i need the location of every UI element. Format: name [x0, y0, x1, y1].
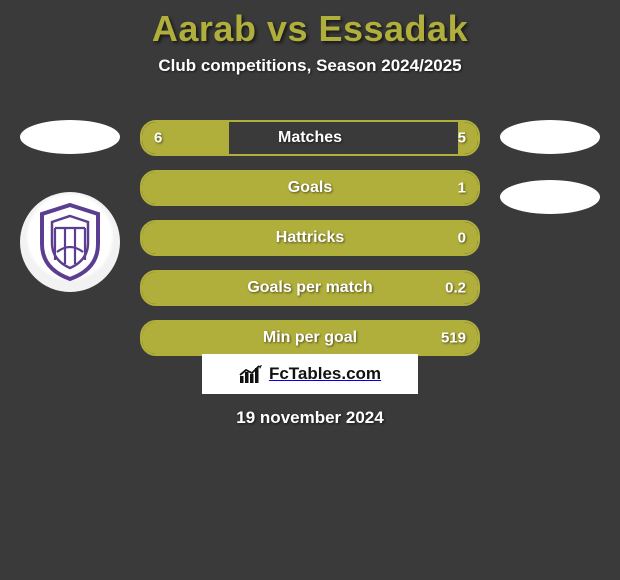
player-avatar-placeholder-left	[20, 120, 120, 154]
right-avatar-column	[500, 120, 600, 214]
club-logo-left	[20, 192, 120, 292]
bar-chart-trend-icon	[239, 364, 263, 384]
bar-label: Goals per match	[247, 279, 372, 297]
bar-value-left: 6	[154, 130, 162, 147]
page-title: Aarab vs Essadak	[0, 0, 620, 50]
stat-bar: Goals 1	[140, 170, 480, 206]
left-avatar-column	[20, 120, 120, 292]
player-avatar-placeholder-right	[500, 120, 600, 154]
stat-bar: Min per goal 519	[140, 320, 480, 356]
bar-value-right: 5	[458, 130, 466, 147]
stat-bar: Hattricks 0	[140, 220, 480, 256]
bar-value-right: 0	[458, 230, 466, 247]
fctables-label: FcTables.com	[269, 364, 381, 384]
stat-bars: 6 Matches 5 Goals 1 Hattricks 0 Goals pe…	[140, 120, 480, 356]
stat-bar: Goals per match 0.2	[140, 270, 480, 306]
bar-value-right: 519	[441, 330, 466, 347]
bar-label: Matches	[278, 129, 342, 147]
bar-label: Hattricks	[276, 229, 344, 247]
bar-value-right: 1	[458, 180, 466, 197]
club-logo-placeholder-right	[500, 180, 600, 214]
date-label: 19 november 2024	[236, 408, 383, 428]
subtitle: Club competitions, Season 2024/2025	[0, 56, 620, 76]
fctables-link[interactable]: FcTables.com	[202, 354, 418, 394]
bar-label: Min per goal	[263, 329, 357, 347]
stat-bar: 6 Matches 5	[140, 120, 480, 156]
bar-label: Goals	[288, 179, 332, 197]
bar-value-right: 0.2	[445, 280, 466, 297]
